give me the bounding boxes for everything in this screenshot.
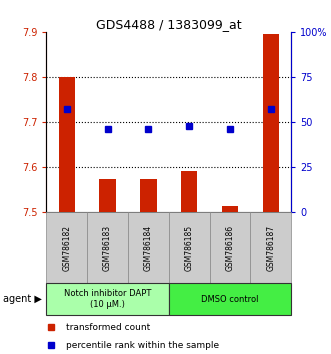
- Text: GSM786185: GSM786185: [185, 225, 194, 271]
- Text: agent ▶: agent ▶: [3, 294, 42, 304]
- Text: GSM786187: GSM786187: [266, 225, 275, 271]
- Text: Notch inhibitor DAPT
(10 μM.): Notch inhibitor DAPT (10 μM.): [64, 290, 151, 309]
- Bar: [46, 283, 169, 315]
- Text: percentile rank within the sample: percentile rank within the sample: [66, 341, 219, 350]
- Bar: [251, 212, 291, 283]
- Bar: [263, 34, 279, 212]
- Text: GSM786186: GSM786186: [225, 225, 235, 271]
- Bar: [128, 212, 169, 283]
- Bar: [210, 212, 251, 283]
- Bar: [169, 283, 291, 315]
- Bar: [222, 206, 238, 212]
- Bar: [99, 178, 116, 212]
- Text: transformed count: transformed count: [66, 323, 150, 332]
- Bar: [87, 212, 128, 283]
- Bar: [59, 77, 75, 212]
- Text: GSM786183: GSM786183: [103, 225, 112, 271]
- Bar: [169, 212, 210, 283]
- Text: GSM786182: GSM786182: [62, 225, 71, 271]
- Text: DMSO control: DMSO control: [201, 295, 259, 304]
- Title: GDS4488 / 1383099_at: GDS4488 / 1383099_at: [96, 18, 242, 31]
- Bar: [140, 178, 157, 212]
- Text: GSM786184: GSM786184: [144, 225, 153, 271]
- Bar: [181, 171, 197, 212]
- Bar: [46, 212, 87, 283]
